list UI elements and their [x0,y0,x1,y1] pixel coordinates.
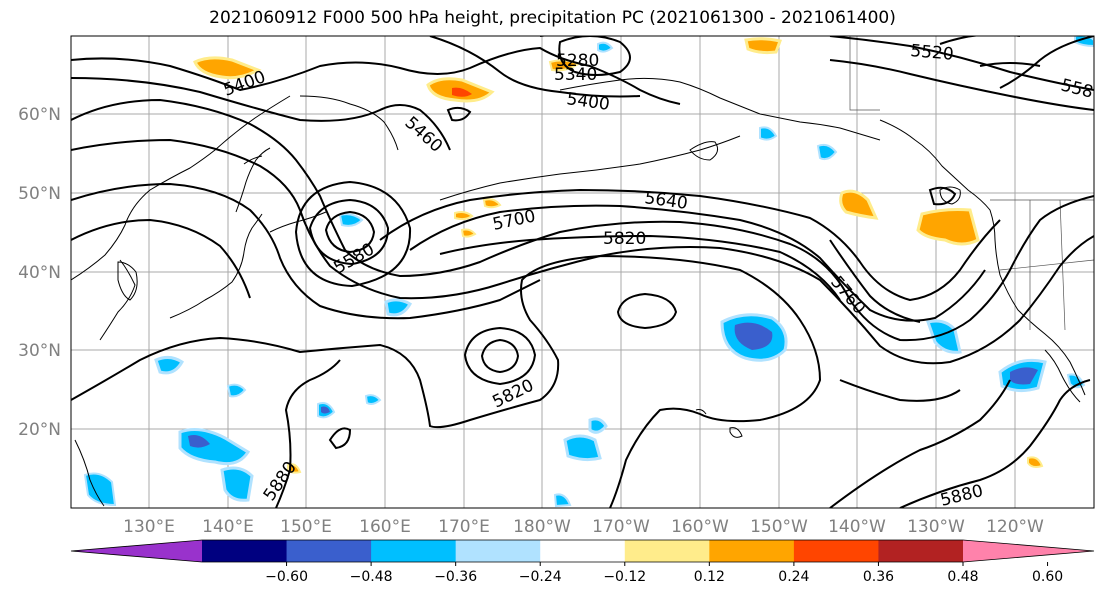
lon-label: 140°W [828,517,886,537]
map-frame [70,35,1095,509]
colorbar-tick-label: 0.60 [1032,569,1063,585]
coastlines [71,36,1094,507]
colorbar-segment [709,540,795,562]
precip-shading [83,36,1094,508]
colorbar-segment [455,540,541,562]
colorbar-segment [371,540,457,562]
contour-label: 5340 [554,65,597,85]
colorbar-extension-high [963,540,1094,562]
colorbar-tick-label: −0.48 [350,569,393,585]
lon-label: 170°E [438,517,490,537]
lon-label: 140°E [202,517,254,537]
latitude-labels: 60°N 50°N 40°N 30°N 20°N [18,105,61,440]
colorbar-outline [70,539,1095,563]
longitude-labels: 130°E 140°E 150°E 160°E 170°E 180°W 170°… [123,517,1044,537]
lon-label: 160°E [359,517,411,537]
height-contours [71,36,1094,508]
colorbar-tick-label: 0.12 [694,569,725,585]
colorbar-segment [286,540,372,562]
lon-label: 150°W [750,517,808,537]
lat-label: 20°N [18,420,61,440]
contour-labels: 5400 5340 5280 5400 5460 5520 5580 5580 … [221,41,1094,508]
contour-label: 5820 [603,229,646,249]
colorbar-segment [202,540,288,562]
contour-label: 5280 [556,51,599,71]
colorbar-tick-label: −0.12 [603,569,646,585]
colorbar-tick-label: 0.24 [778,569,809,585]
contour-label: 5520 [910,41,955,65]
colorbar-tick-label: −0.60 [265,569,308,585]
colorbar-tick-label: 0.48 [947,569,978,585]
colorbar-tick-label: 0.36 [863,569,894,585]
colorbar-segment [878,540,964,562]
colorbar-segment [540,540,626,562]
lon-label: 130°E [123,517,175,537]
colorbar-tick-label: −0.36 [434,569,477,585]
lon-label: 150°E [280,517,332,537]
lat-label: 40°N [18,263,61,283]
colorbar-tick-label: −0.24 [519,569,562,585]
map-title: 2021060912 F000 500 hPa height, precipit… [209,8,896,28]
lon-label: 120°W [986,517,1044,537]
lat-label: 50°N [18,184,61,204]
lon-label: 170°W [592,517,650,537]
colorbar-segment [624,540,710,562]
lat-label: 30°N [18,341,61,361]
lon-label: 160°W [671,517,729,537]
lon-label: 180°W [513,517,571,537]
colorbar: −0.60 −0.48 −0.36 −0.24 −0.12 0.12 0.24 0.36 0.4… [70,539,1095,585]
colorbar-segment [793,540,879,562]
colorbar-extension-low [71,540,202,562]
lat-label: 60°N [18,105,61,125]
lon-label: 130°W [907,517,965,537]
